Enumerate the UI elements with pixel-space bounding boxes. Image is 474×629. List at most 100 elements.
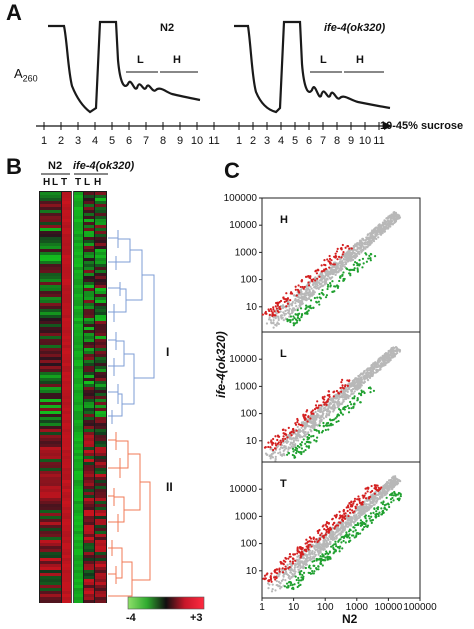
heatmap-cell [62,393,71,396]
gene-point [307,297,311,300]
gene-point [309,552,312,556]
heatmap-cell [62,513,71,516]
gene-point [331,538,334,542]
upregulated-point [308,543,312,546]
upregulated-point [348,508,352,511]
downregulated-point [297,581,300,585]
downregulated-point [311,560,314,563]
gene-point [313,555,317,558]
downregulated-point [360,394,363,397]
upregulated-point [291,562,295,565]
upregulated-point [263,446,267,449]
upregulated-point [315,269,318,272]
downregulated-point [382,500,385,503]
gene-point [312,420,315,423]
gene-point [362,508,365,511]
heatmap-cell [84,519,94,522]
absorbance-label-sub: 260 [22,73,38,84]
upregulated-point [269,575,272,578]
upregulated-point [288,566,291,569]
upregulated-point [328,395,331,398]
heatmap-cell [40,591,61,594]
downregulated-point [287,452,291,455]
heatmap-column-label: L [52,177,59,188]
heatmap-cell [62,420,71,423]
gene-point [391,485,394,488]
gene-point [391,356,394,359]
heatmap-cell [40,399,61,402]
downregulated-point [359,401,362,404]
gene-point [283,314,286,317]
heatmap-cell [74,210,83,213]
heatmap-cell [74,312,83,315]
gene-point [344,390,347,393]
upregulated-point [269,308,272,311]
gene-point [348,254,352,257]
heatmap-cell [40,510,61,513]
heatmap-cell [74,345,83,348]
heatmap-mutant-header: ife-4(ok320) [73,160,135,172]
upregulated-point [285,305,288,308]
downregulated-point [291,453,294,457]
downregulated-point [307,433,311,437]
heatmap-cell [62,447,71,450]
downregulated-point [307,445,311,448]
fraction-number: 2 [250,135,256,147]
heatmap-cell [95,345,106,348]
heatmap-cell [40,477,61,480]
upregulated-point [327,390,331,393]
upregulated-point [344,246,347,249]
fraction-number: 9 [177,135,183,147]
heatmap-cell [62,375,71,378]
downregulated-point [363,525,366,529]
gene-point [321,415,324,418]
heatmap-cell [95,213,106,216]
heatmap-cell [40,585,61,588]
heatmap-cell [74,231,83,234]
heatmap-cell [95,540,106,543]
heatmap-cell [74,276,83,279]
downregulated-point [365,260,368,263]
heatmap-cell [62,552,71,555]
heatmap-cell [84,414,94,417]
gene-point [388,358,391,361]
heatmap-cell [40,468,61,471]
downregulated-point [307,309,310,312]
upregulated-point [321,535,324,538]
upregulated-point [274,568,277,572]
gene-point [344,258,348,262]
downregulated-point [306,438,309,441]
gene-point [366,499,369,502]
gene-point [307,431,310,434]
fraction-number: 8 [334,135,340,147]
scatter-xlabel: N2 [342,612,358,626]
upregulated-point [290,430,293,433]
heatmap-column-label: H [43,177,51,188]
heatmap-cell [84,261,94,264]
downregulated-point [349,529,352,532]
gene-point [265,322,269,325]
gene-point [274,457,277,461]
scatter-y-tick-label: 100000 [224,193,258,204]
gene-point [338,396,341,399]
downregulated-point [388,505,391,509]
downregulated-point [350,403,353,406]
heatmap-cell [84,192,94,195]
gene-point [331,269,334,272]
heatmap-cell [74,222,83,225]
gene-point [321,272,324,276]
upregulated-point [269,577,273,580]
gene-point [347,521,350,524]
heatmap-cell [84,249,94,252]
gene-point [353,384,356,387]
heatmap-cell [40,456,61,459]
gene-point [372,503,375,506]
upregulated-point [270,441,273,444]
downregulated-point [299,573,302,576]
upregulated-point [325,530,328,534]
heatmap-cell [74,315,83,318]
downregulated-point [361,257,365,260]
upregulated-point [309,417,312,420]
gene-point [288,305,291,308]
downregulated-point [331,290,334,293]
